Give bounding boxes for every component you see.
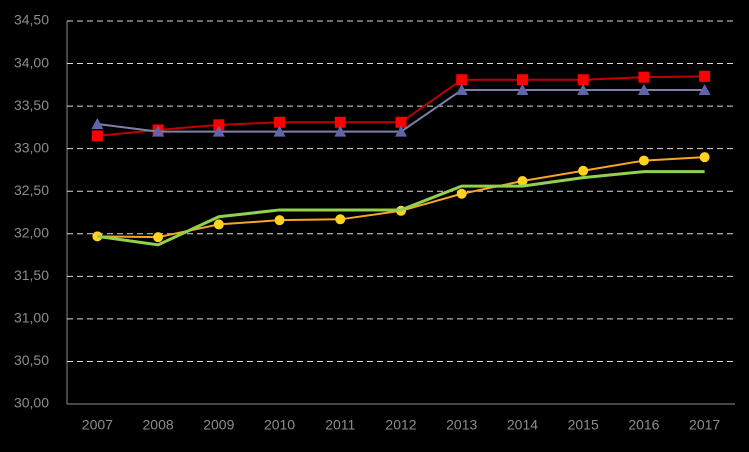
x-tick-label: 2012 xyxy=(385,417,416,433)
y-tick-label: 30,50 xyxy=(14,352,49,368)
y-tick-label: 32,50 xyxy=(14,182,49,198)
marker xyxy=(516,74,528,86)
x-tick-label: 2010 xyxy=(264,417,295,433)
marker xyxy=(213,219,224,230)
series-line xyxy=(97,170,705,247)
marker xyxy=(456,188,467,199)
marker xyxy=(577,83,590,95)
marker xyxy=(517,176,528,187)
marker xyxy=(335,214,346,225)
marker xyxy=(395,125,407,137)
x-tick-label: 2011 xyxy=(325,417,355,433)
marker xyxy=(698,83,711,95)
marker xyxy=(699,70,711,82)
x-tick-label: 2015 xyxy=(568,417,599,433)
marker xyxy=(274,116,286,128)
y-tick-label: 34,50 xyxy=(14,12,49,28)
marker xyxy=(395,116,407,128)
marker xyxy=(212,125,225,137)
marker xyxy=(699,152,710,163)
y-tick-label: 32,00 xyxy=(14,224,49,240)
y-tick-label: 30,00 xyxy=(14,395,49,411)
y-tick-label: 33,00 xyxy=(14,139,49,155)
marker xyxy=(274,215,285,226)
y-tick-label: 34,00 xyxy=(14,54,49,70)
marker xyxy=(152,125,165,137)
y-tick-label: 31,50 xyxy=(14,267,49,283)
marker xyxy=(516,83,529,95)
x-tick-label: 2014 xyxy=(507,417,538,433)
series-line xyxy=(97,156,705,239)
x-tick-label: 2016 xyxy=(628,417,659,433)
marker xyxy=(91,117,104,129)
marker xyxy=(637,83,650,95)
y-tick-label: 31,00 xyxy=(14,310,49,326)
marker xyxy=(638,155,649,166)
marker xyxy=(153,232,164,243)
x-tick-label: 2017 xyxy=(689,417,720,433)
marker xyxy=(456,74,468,86)
marker xyxy=(577,74,589,86)
x-tick-label: 2008 xyxy=(143,417,174,433)
marker xyxy=(578,165,589,176)
marker xyxy=(213,119,225,131)
x-tick-label: 2009 xyxy=(203,417,234,433)
marker xyxy=(273,125,286,137)
marker xyxy=(91,130,103,142)
x-tick-label: 2013 xyxy=(446,417,477,433)
marker xyxy=(638,71,650,83)
marker xyxy=(455,83,468,95)
marker xyxy=(334,125,347,137)
marker xyxy=(334,116,346,128)
y-tick-label: 33,50 xyxy=(14,97,49,113)
x-tick-label: 2007 xyxy=(82,417,113,433)
